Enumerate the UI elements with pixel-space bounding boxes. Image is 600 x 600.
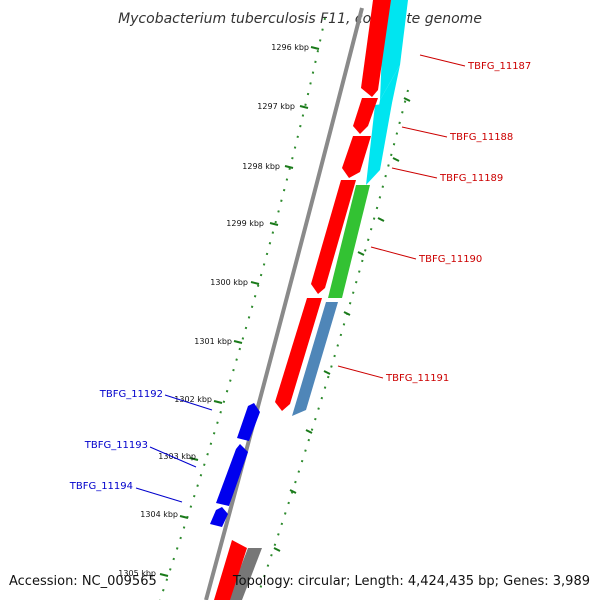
tick-labels: 1296 kbp 1297 kbp 1298 kbp 1299 kbp 1300…	[118, 43, 309, 578]
accession-text: Accession: NC_009565	[9, 574, 157, 589]
gene-label-forward: TBFG_11188	[449, 132, 513, 143]
tick-label: 1303 kbp	[158, 452, 196, 461]
gene-label-forward: TBFG_11187	[467, 61, 531, 72]
cds-reverse	[216, 444, 248, 506]
lane-gray-segment	[228, 548, 262, 600]
cds-forward	[214, 540, 247, 600]
tick-label: 1301 kbp	[194, 337, 232, 346]
cds-forward	[342, 136, 371, 178]
cds-forward	[353, 98, 378, 134]
cds-forward	[361, 0, 391, 97]
cds-forward	[311, 180, 356, 294]
genome-backbone	[204, 7, 364, 600]
genome-summary-text: Topology: circular; Length: 4,424,435 bp…	[232, 574, 590, 589]
lane-green-segment	[328, 185, 370, 298]
tick-label: 1296 kbp	[271, 43, 309, 52]
tick-label: 1297 kbp	[257, 102, 295, 111]
tick-label: 1300 kbp	[210, 278, 248, 287]
tick-label: 1299 kbp	[226, 219, 264, 228]
tick-label: 1298 kbp	[242, 162, 280, 171]
cds-reverse	[237, 403, 260, 441]
tick-label: 1302 kbp	[174, 395, 212, 404]
tick-label: 1304 kbp	[140, 510, 178, 519]
tick-label: 1305 kbp	[118, 569, 156, 578]
cds-forward	[275, 298, 322, 411]
lane-steelblue-segment	[292, 302, 338, 416]
tick-marks	[159, 46, 320, 577]
gene-label-forward: TBFG_11190	[418, 254, 482, 265]
gene-label-forward: TBFG_11189	[439, 173, 503, 184]
gene-label-reverse: TBFG_11193	[84, 440, 148, 451]
inner-tick-marks	[273, 97, 411, 552]
gene-label-reverse: TBFG_11192	[99, 389, 163, 400]
gene-label-reverse: TBFG_11194	[69, 481, 133, 492]
gene-label-forward: TBFG_11191	[385, 373, 449, 384]
reverse-label-leaders	[135, 394, 213, 503]
inner-dotted-ring	[257, 89, 409, 596]
cds-reverse	[210, 507, 228, 527]
lane-cyan-segment	[366, 103, 392, 185]
map-title: Mycobacterium tuberculosis F11, complete…	[118, 11, 482, 27]
forward-label-leaders	[337, 54, 466, 379]
